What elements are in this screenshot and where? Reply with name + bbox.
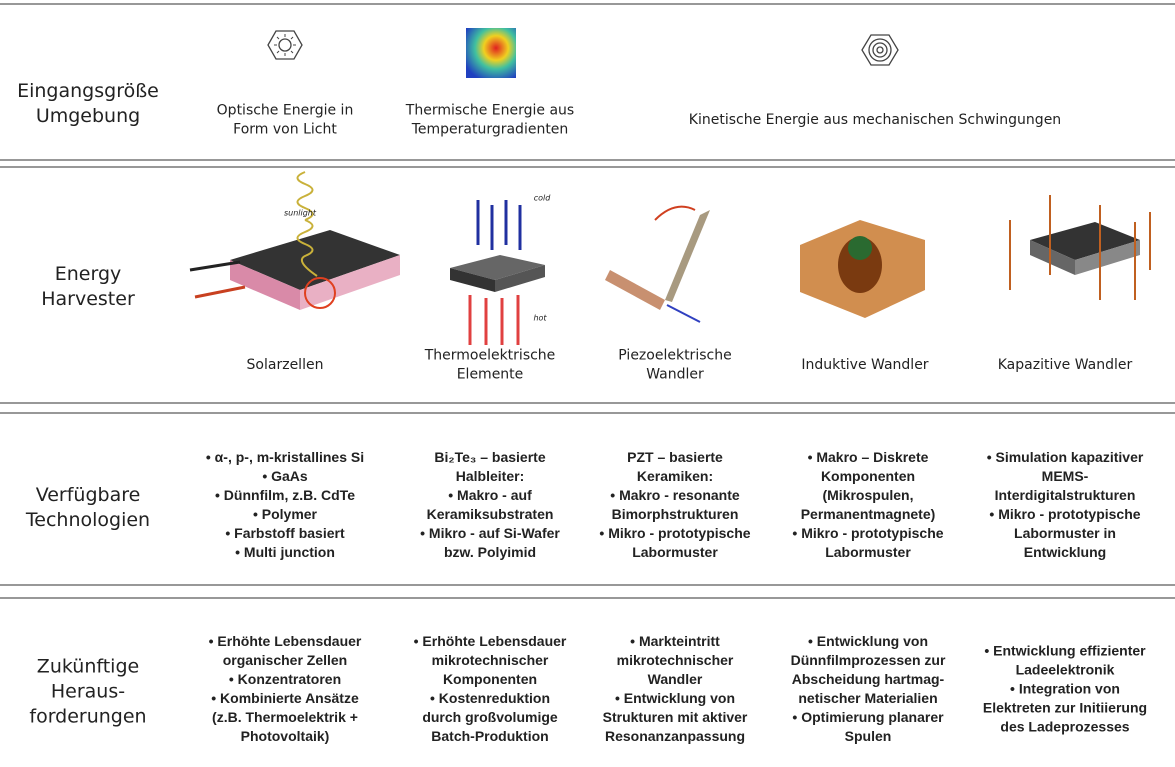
row-label: Eingangsgröße bbox=[17, 80, 159, 102]
cell-text: • Makro – Diskrete bbox=[808, 449, 929, 465]
cell-text: (Mikrospulen, bbox=[822, 487, 913, 503]
cell-text: • Makro - resonante bbox=[610, 487, 740, 503]
thermo-illustration: cold hot bbox=[450, 194, 552, 345]
cell-text: • Kostenreduktion bbox=[430, 690, 550, 706]
row-label: Heraus- bbox=[51, 681, 125, 703]
cell-text: • Integration von bbox=[1010, 681, 1120, 697]
cell-text: • GaAs bbox=[262, 468, 308, 484]
illustration-label: cold bbox=[534, 194, 552, 203]
cell-text: • Entwicklung von bbox=[615, 690, 735, 706]
cell-text: organischer Zellen bbox=[223, 652, 347, 668]
cell-text: Labormuster bbox=[825, 544, 911, 560]
cell-text: PZT – basierte bbox=[627, 449, 723, 465]
cell-text: Form von Licht bbox=[233, 122, 337, 138]
cell-text: Entwicklung bbox=[1024, 544, 1106, 560]
cell-text: • Mikro - prototypische bbox=[989, 506, 1140, 522]
cell-text: Induktive Wandler bbox=[801, 357, 928, 373]
cell-text: • Simulation kapazitiver bbox=[987, 449, 1144, 465]
cell-text: netischer Materialien bbox=[798, 690, 937, 706]
cell-text: • Mikro - prototypische bbox=[792, 525, 943, 541]
cell-text: durch großvolumige bbox=[422, 709, 558, 725]
cell-text: Thermoelektrische bbox=[424, 348, 556, 364]
row-label: Harvester bbox=[41, 288, 135, 310]
cell-text: Halbleiter: bbox=[456, 468, 524, 484]
cell-text: Temperaturgradienten bbox=[411, 122, 569, 138]
cell-text: Kapazitive Wandler bbox=[998, 357, 1133, 373]
cell-text: Interdigitalstrukturen bbox=[995, 487, 1136, 503]
cell-text: • Konzentratoren bbox=[229, 671, 341, 687]
cell-text: • Kombinierte Ansätze bbox=[211, 690, 359, 706]
cell-text: Komponenten bbox=[821, 468, 915, 484]
cell-text: Solarzellen bbox=[247, 357, 324, 373]
cell-text: Elektreten zur Initiierung bbox=[983, 700, 1147, 716]
cell-text: Bi₂Te₃ – basierte bbox=[434, 449, 545, 465]
cell-text: • Optimierung planarer bbox=[792, 709, 944, 725]
solar-illustration: sunlight bbox=[189, 171, 400, 310]
row-label: Energy bbox=[55, 263, 122, 285]
separators bbox=[0, 3, 1175, 599]
cell-text: • Entwicklung von bbox=[808, 633, 928, 649]
cell-text: Abscheidung hartmag- bbox=[792, 671, 945, 687]
cell-text: Thermische Energie aus bbox=[405, 103, 574, 119]
row-label: Zukünftige bbox=[37, 656, 139, 678]
cell-text: • Multi junction bbox=[235, 544, 335, 560]
cell-text: Dünnfilmprozessen zur bbox=[791, 652, 946, 668]
cell-text: Labormuster bbox=[632, 544, 718, 560]
cell-text: bzw. Polyimid bbox=[444, 544, 536, 560]
vibration-icon bbox=[861, 34, 899, 66]
cell-text: • Markteintritt bbox=[630, 633, 720, 649]
cell-text: Permanentmagnete) bbox=[801, 506, 936, 522]
inductive-illustration bbox=[800, 220, 925, 318]
light-icon bbox=[267, 30, 303, 60]
cell-text: Wandler bbox=[648, 671, 703, 687]
cell-text: • Makro - auf bbox=[448, 487, 532, 503]
cell-text: des Ladeprozesses bbox=[1000, 719, 1129, 735]
cell-text: Piezoelektrische bbox=[618, 348, 731, 364]
heat-icon bbox=[466, 28, 516, 78]
cell-text: Elemente bbox=[457, 367, 524, 383]
cell-text: mikrotechnischer bbox=[432, 652, 549, 668]
cell-text: Resonanzanpassung bbox=[605, 728, 745, 744]
cell-text: Labormuster in bbox=[1014, 525, 1116, 541]
piezo-illustration bbox=[605, 205, 710, 323]
row-label: Technologien bbox=[25, 509, 150, 531]
cell-text: Komponenten bbox=[443, 671, 537, 687]
cell-text: Keramiken: bbox=[637, 468, 713, 484]
cell-text: Spulen bbox=[845, 728, 892, 744]
illustration-label: hot bbox=[533, 314, 547, 323]
cell-text: • Erhöhte Lebensdauer bbox=[414, 633, 567, 649]
row-label: forderungen bbox=[29, 706, 146, 728]
cell-text: Kinetische Energie aus mechanischen Schw… bbox=[689, 112, 1061, 128]
cell-text: • Mikro - auf Si-Wafer bbox=[420, 525, 560, 541]
row-label: Umgebung bbox=[36, 105, 140, 127]
cell-text: Photovoltaik) bbox=[241, 728, 330, 744]
cell-text: Bimorphstrukturen bbox=[612, 506, 739, 522]
cell-text: • Erhöhte Lebensdauer bbox=[209, 633, 362, 649]
row-label: Verfügbare bbox=[36, 484, 141, 506]
cell-text: mikrotechnischer bbox=[617, 652, 734, 668]
illustration-label: sunlight bbox=[284, 209, 317, 218]
cell-text: • α-, p-, m-kristallines Si bbox=[206, 449, 364, 465]
cell-text: • Entwicklung effizienter bbox=[984, 643, 1146, 659]
cell-text: • Farbstoff basiert bbox=[225, 525, 345, 541]
cell-text: (z.B. Thermoelektrik + bbox=[212, 709, 358, 725]
cell-text: • Mikro - prototypische bbox=[599, 525, 750, 541]
cell-text: MEMS- bbox=[1042, 468, 1089, 484]
cell-text: Batch-Produktion bbox=[431, 728, 548, 744]
cell-text: • Polymer bbox=[253, 506, 318, 522]
cell-text: Optische Energie in bbox=[217, 103, 354, 119]
cell-text: Strukturen mit aktiver bbox=[603, 709, 748, 725]
capacitive-illustration bbox=[1009, 195, 1151, 300]
cell-text: Keramiksubstraten bbox=[427, 506, 554, 522]
cell-text: • Dünnfilm, z.B. CdTe bbox=[215, 487, 355, 503]
cell-text: Wandler bbox=[646, 367, 704, 383]
cell-text: Ladeelektronik bbox=[1016, 662, 1115, 678]
